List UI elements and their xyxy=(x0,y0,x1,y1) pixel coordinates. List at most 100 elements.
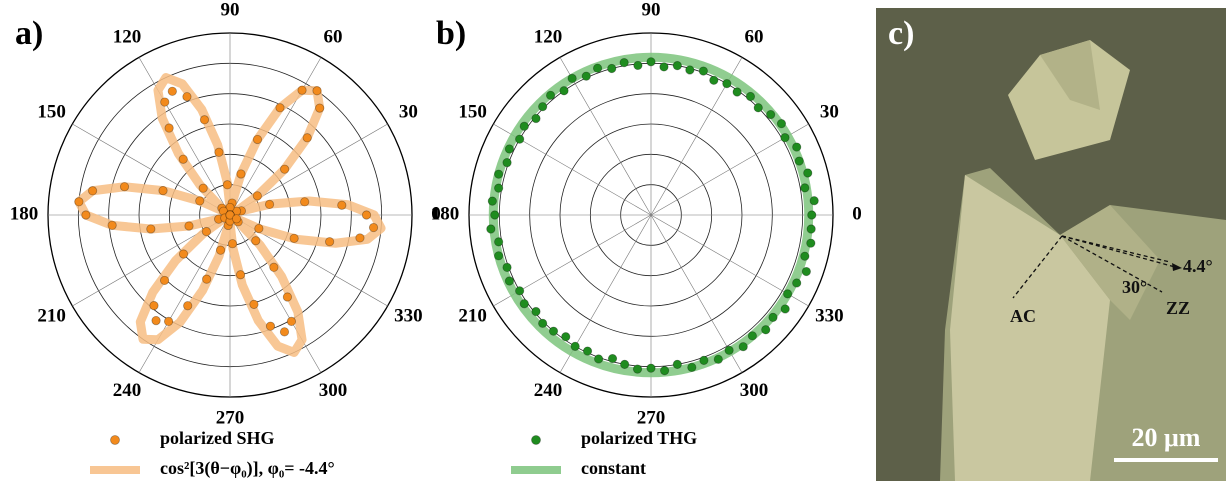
grid-spoke xyxy=(138,214,231,373)
theta-tick-label: 270 xyxy=(216,407,245,428)
data-point xyxy=(195,196,205,206)
data-point xyxy=(300,197,310,207)
data-point xyxy=(531,113,541,124)
scale-bar xyxy=(1114,458,1218,462)
data-point xyxy=(222,180,232,190)
theta-tick-label: 150 xyxy=(458,101,487,122)
axis-lines xyxy=(1012,235,1176,299)
theta-tick-label: 30 xyxy=(399,101,418,122)
data-point xyxy=(780,133,790,143)
data-point xyxy=(607,353,618,364)
data-point xyxy=(685,65,695,75)
data-point xyxy=(567,73,577,83)
angle-line xyxy=(1061,235,1176,268)
data-point xyxy=(801,266,811,277)
data-point xyxy=(776,119,787,129)
theta-tick-label: 330 xyxy=(394,305,423,326)
data-point xyxy=(302,133,312,143)
data-point xyxy=(151,316,161,326)
data-point xyxy=(794,156,804,166)
data-point xyxy=(269,262,279,272)
data-point xyxy=(368,222,379,233)
zigzag-label: ZZ xyxy=(1166,298,1190,318)
data-point xyxy=(249,299,259,309)
legend-label: cos²[3(θ−φ₀)], φ₀= -4.4° xyxy=(160,458,335,479)
theta-tick-label: 120 xyxy=(113,27,142,48)
flake xyxy=(1040,40,1100,110)
data-point xyxy=(722,79,732,89)
grid-spoke xyxy=(229,57,322,216)
panel-label: a) xyxy=(15,15,43,52)
data-point xyxy=(163,316,174,326)
data-point xyxy=(160,97,170,107)
data-point xyxy=(515,286,525,296)
data-point xyxy=(183,301,193,311)
data-point xyxy=(215,245,226,255)
data-point xyxy=(178,249,189,259)
data-point xyxy=(146,224,156,234)
data-point xyxy=(494,169,504,179)
data-point xyxy=(561,332,571,342)
data-point xyxy=(780,304,790,314)
data-point xyxy=(182,92,192,102)
data-point xyxy=(486,224,496,234)
data-point xyxy=(164,123,174,133)
data-point xyxy=(315,103,325,113)
data-point xyxy=(236,169,246,179)
data-point xyxy=(167,86,177,96)
data-point xyxy=(792,278,802,288)
data-point xyxy=(620,359,630,369)
data-point xyxy=(265,321,276,331)
legend-label: polarized SHG xyxy=(160,428,275,448)
data-point xyxy=(732,87,742,97)
theta-tick-label: 90 xyxy=(642,0,661,20)
legend-marker xyxy=(110,435,120,445)
theta-tick-label: 180 xyxy=(10,203,39,224)
grid-spoke xyxy=(650,214,809,307)
data-point xyxy=(724,345,734,355)
data-point xyxy=(672,61,682,71)
data-point xyxy=(753,103,763,113)
data-point xyxy=(235,270,246,280)
data-point xyxy=(660,366,670,376)
data-point xyxy=(687,362,697,372)
theta-tick-label: 240 xyxy=(534,380,563,401)
data-point xyxy=(202,274,212,284)
data-point xyxy=(337,200,347,210)
theta-tick-label: 150 xyxy=(37,101,66,122)
data-point xyxy=(594,354,604,364)
data-point xyxy=(119,182,130,192)
angle-label: 4.4° xyxy=(1183,256,1213,276)
data-point xyxy=(227,239,238,249)
theta-tick-label: 270 xyxy=(637,407,666,428)
data-point xyxy=(490,210,500,220)
theta-tick-label: 330 xyxy=(815,305,844,326)
legend-marker xyxy=(531,435,541,445)
data-point xyxy=(633,60,643,71)
theta-tick-label: 90 xyxy=(221,0,240,20)
data-point xyxy=(709,75,719,85)
data-point xyxy=(487,196,497,206)
data-point xyxy=(768,312,778,322)
data-point xyxy=(538,102,548,112)
data-point xyxy=(504,144,515,154)
data-point xyxy=(198,183,208,193)
data-point xyxy=(158,186,168,196)
data-point xyxy=(282,292,293,302)
data-point xyxy=(619,58,629,68)
data-point xyxy=(361,210,372,220)
data-point xyxy=(275,103,285,113)
data-point xyxy=(646,57,656,67)
data-point xyxy=(803,168,813,178)
data-point xyxy=(545,90,556,100)
data-point xyxy=(519,299,529,309)
data-point xyxy=(201,226,211,237)
arrow-head xyxy=(1172,263,1182,271)
data-point xyxy=(538,318,548,328)
data-point xyxy=(659,62,669,72)
data-point xyxy=(632,364,643,374)
angle-line xyxy=(1061,235,1171,263)
legend-label: constant xyxy=(581,458,646,478)
data-point xyxy=(515,134,525,144)
